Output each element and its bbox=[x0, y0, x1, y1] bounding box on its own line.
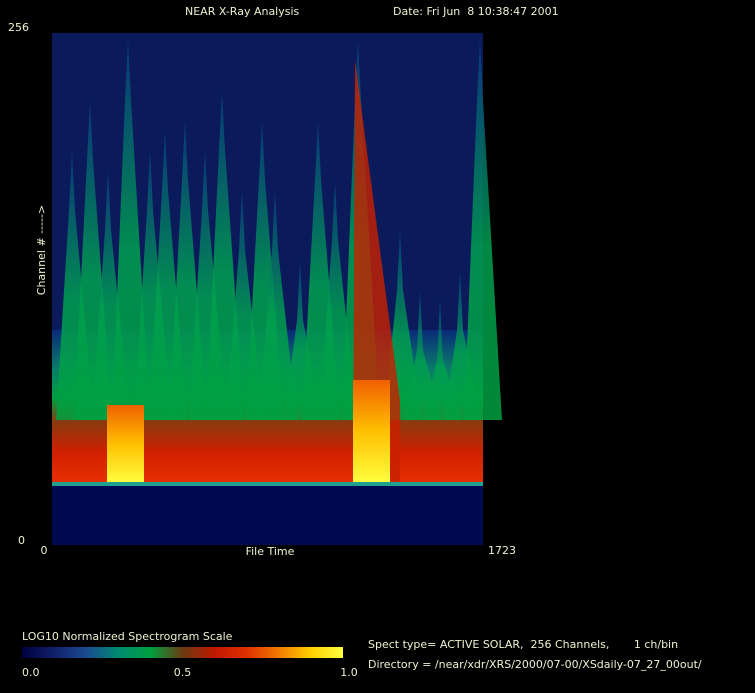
low-channels bbox=[52, 486, 483, 545]
colorbar bbox=[22, 647, 343, 658]
date: Date: Fri Jun 8 10:38:47 2001 bbox=[393, 5, 559, 18]
info-line: Directory = /near/xdr/XRS/2000/07-00/XSd… bbox=[368, 658, 702, 671]
flare-core bbox=[107, 405, 144, 483]
x-tick-label: 1723 bbox=[488, 544, 516, 557]
flare-peak bbox=[464, 40, 502, 420]
y-axis-label: Channel # -----> bbox=[35, 205, 48, 295]
x-axis-label: File Time bbox=[246, 545, 295, 558]
chart-title: NEAR X-Ray Analysis bbox=[185, 5, 300, 18]
info-line: Spect type= ACTIVE SOLAR, 256 Channels, … bbox=[368, 638, 678, 651]
y-tick-label: 0 bbox=[18, 534, 25, 547]
colorbar-tick-label: 0.0 bbox=[22, 666, 40, 679]
x-tick-label: 0 bbox=[41, 544, 48, 557]
colorbar-title: LOG10 Normalized Spectrogram Scale bbox=[22, 630, 233, 643]
threshold-line bbox=[52, 482, 483, 486]
colorbar-tick-label: 0.5 bbox=[174, 666, 192, 679]
flare-core bbox=[353, 380, 390, 483]
colorbar-tick-label: 1.0 bbox=[340, 666, 358, 679]
flare-decay bbox=[353, 60, 400, 483]
spectrogram bbox=[52, 33, 502, 545]
y-tick-label: 256 bbox=[8, 21, 29, 34]
flare-peak bbox=[259, 190, 297, 420]
